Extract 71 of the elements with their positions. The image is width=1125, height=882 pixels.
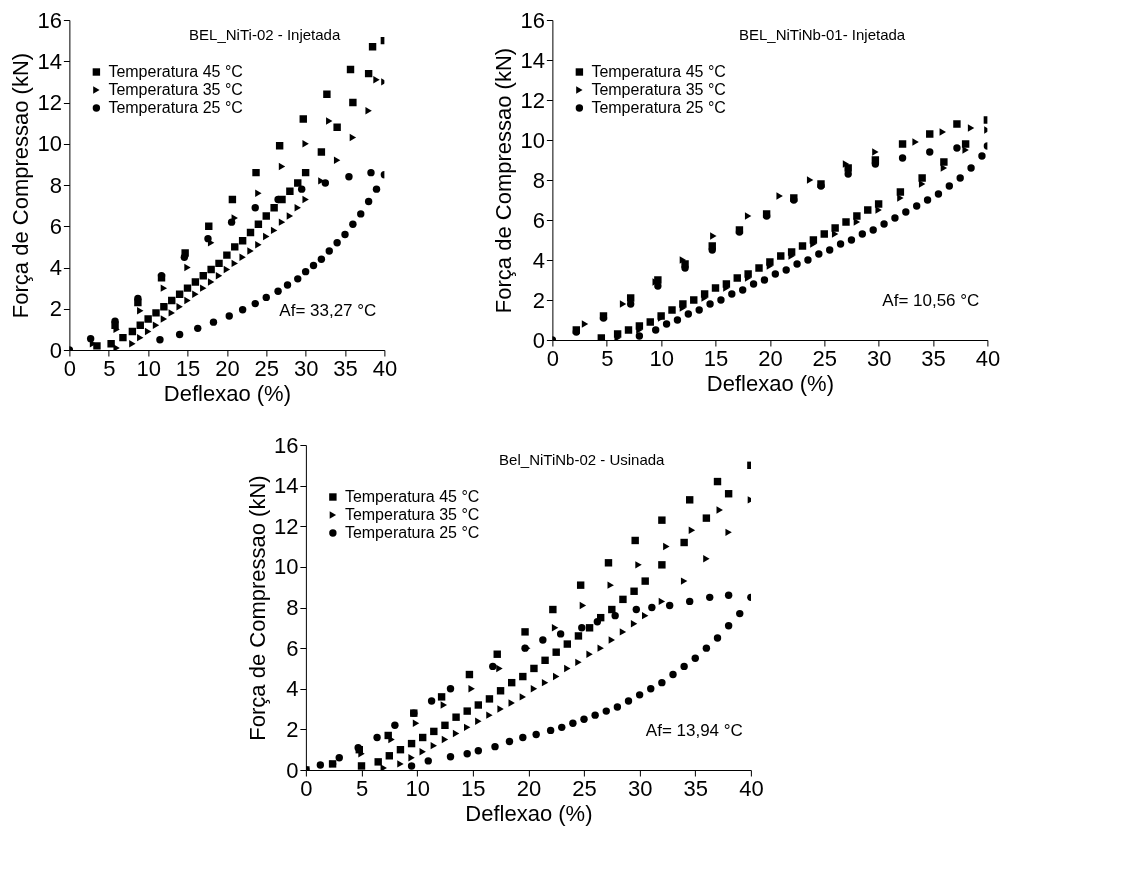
y-tick-label: 2 [49,296,62,322]
x-tick-label: 30 [866,345,892,371]
x-axis-title: Deflexao (%) [706,370,834,396]
legend-label: Temperatura 45 °C [344,488,480,505]
y-tick-label: 10 [273,554,299,580]
y-tick-label: 2 [286,716,299,742]
y-axis-title: Força de Compressao (kN) [244,475,270,741]
y-axis-title: Força de Compressao (kN) [8,52,34,319]
y-tick-label: 8 [49,172,62,198]
legend-label: Temperatura 45 °C [108,63,243,80]
annotation: Af= 10,56 °C [882,291,980,310]
x-tick-label: 35 [683,775,708,801]
x-tick-label: 20 [516,775,542,801]
y-tick-label: 10 [520,127,545,153]
y-tick-label: 0 [532,327,545,353]
legend-label: Temperatura 35 °C [344,506,480,523]
x-tick-label: 10 [405,775,430,801]
y-tick-label: 8 [286,595,299,620]
x-tick-label: 10 [649,345,674,371]
x-tick-label: 30 [627,775,653,801]
x-tick-label: 15 [461,775,486,801]
legend-label: Temperatura 25 °C [591,99,726,116]
y-tick-label: 12 [37,90,62,115]
legend-label: Temperatura 35 °C [591,81,726,98]
x-tick-label: 40 [975,345,1001,371]
y-tick-label: 16 [37,7,62,33]
y-tick-label: 4 [49,255,62,280]
y-tick-label: 6 [286,635,299,661]
chart-title: BEL_NiTi-02 - Injetada [189,26,341,43]
y-tick-label: 12 [520,87,545,113]
y-tick-label: 10 [37,131,62,157]
x-axis-title: Deflexao (%) [465,800,593,826]
y-tick-label: 14 [273,473,299,499]
y-tick-label: 6 [49,213,62,239]
x-tick-label: 5 [103,355,116,381]
x-tick-label: 25 [572,775,597,801]
x-tick-label: 25 [254,355,279,381]
legend-label: Temperatura 25 °C [108,99,243,116]
legend-label: Temperatura 25 °C [344,524,480,541]
y-tick-label: 14 [37,48,62,74]
annotation: Af= 33,27 °C [279,301,377,320]
x-tick-label: 40 [739,775,764,801]
y-tick-label: 0 [286,757,299,783]
y-tick-label: 8 [532,167,545,193]
x-tick-label: 20 [215,355,240,381]
y-tick-label: 4 [286,676,299,702]
y-tick-label: 16 [520,7,545,33]
x-tick-label: 10 [136,355,161,381]
y-tick-label: 16 [273,432,299,458]
y-axis-title: Força de Compressao (kN) [491,47,517,314]
y-tick-label: 6 [532,207,545,233]
legend-label: Temperatura 35 °C [108,81,243,98]
chart-title: BEL_NiTiNb-01- Injetada [738,26,906,43]
x-tick-label: 40 [372,355,398,381]
x-tick-label: 15 [175,355,201,381]
y-tick-label: 14 [520,47,545,73]
x-tick-label: 15 [703,345,729,371]
legend-label: Temperatura 45 °C [591,63,726,80]
x-tick-label: 35 [333,355,358,381]
y-tick-label: 12 [273,513,299,539]
x-tick-label: 5 [601,345,614,371]
x-tick-label: 30 [293,355,319,381]
y-tick-label: 4 [532,247,545,273]
x-tick-label: 25 [812,345,837,371]
x-tick-label: 20 [758,345,783,371]
annotation: Af= 13,94 °C [645,721,743,740]
y-tick-label: 2 [532,287,545,313]
x-tick-label: 5 [355,775,369,801]
x-axis-title: Deflexao (%) [163,380,291,406]
x-tick-label: 35 [921,345,946,371]
chart-title: Bel_NiTiNb-02 - Usinada [499,451,666,468]
